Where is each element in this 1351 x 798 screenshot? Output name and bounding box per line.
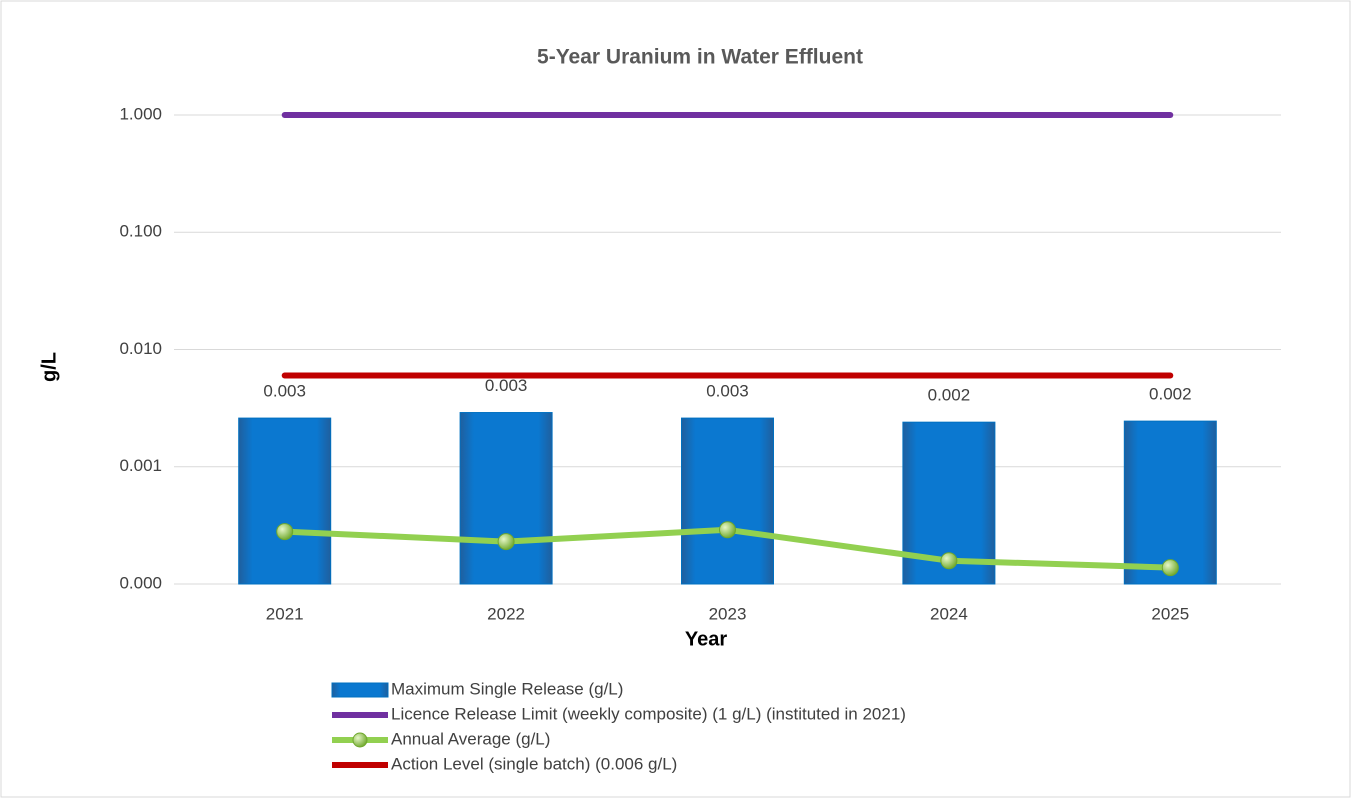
bar (681, 417, 774, 585)
y-tick-label: 0.000 (119, 573, 162, 592)
y-tick-label: 0.010 (119, 339, 162, 358)
marker (1161, 559, 1179, 577)
y-tick-label: 0.001 (119, 456, 162, 475)
y-tick-label: 0.100 (119, 222, 162, 241)
legend-swatch (331, 682, 389, 698)
marker (940, 552, 958, 570)
data-label: 0.003 (263, 382, 306, 401)
legend-label: Licence Release Limit (weekly composite)… (391, 704, 906, 723)
bar (238, 417, 332, 585)
x-tick-label: 2021 (266, 604, 304, 623)
chart-title: 5-Year Uranium in Water Effluent (537, 46, 863, 69)
y-tick-label: 1.000 (119, 104, 162, 123)
x-tick-label: 2024 (930, 604, 968, 623)
data-label: 0.002 (928, 386, 971, 405)
data-label: 0.003 (706, 382, 749, 401)
x-tick-label: 2022 (487, 604, 525, 623)
legend-marker (352, 732, 368, 748)
bar (1123, 420, 1217, 585)
x-tick-label: 2023 (709, 604, 747, 623)
x-axis-title: Year (685, 628, 727, 650)
legend-label: Maximum Single Release (g/L) (391, 679, 623, 698)
legend-label: Action Level (single batch) (0.006 g/L) (391, 754, 677, 773)
data-label: 0.002 (1149, 385, 1192, 404)
y-axis-title: g/L (38, 352, 60, 382)
marker (276, 523, 294, 541)
bar (459, 412, 553, 585)
legend-label: Annual Average (g/L) (391, 729, 550, 748)
x-tick-label: 2025 (1151, 604, 1189, 623)
data-label: 0.003 (485, 376, 528, 395)
marker (497, 533, 515, 551)
marker (719, 521, 736, 539)
